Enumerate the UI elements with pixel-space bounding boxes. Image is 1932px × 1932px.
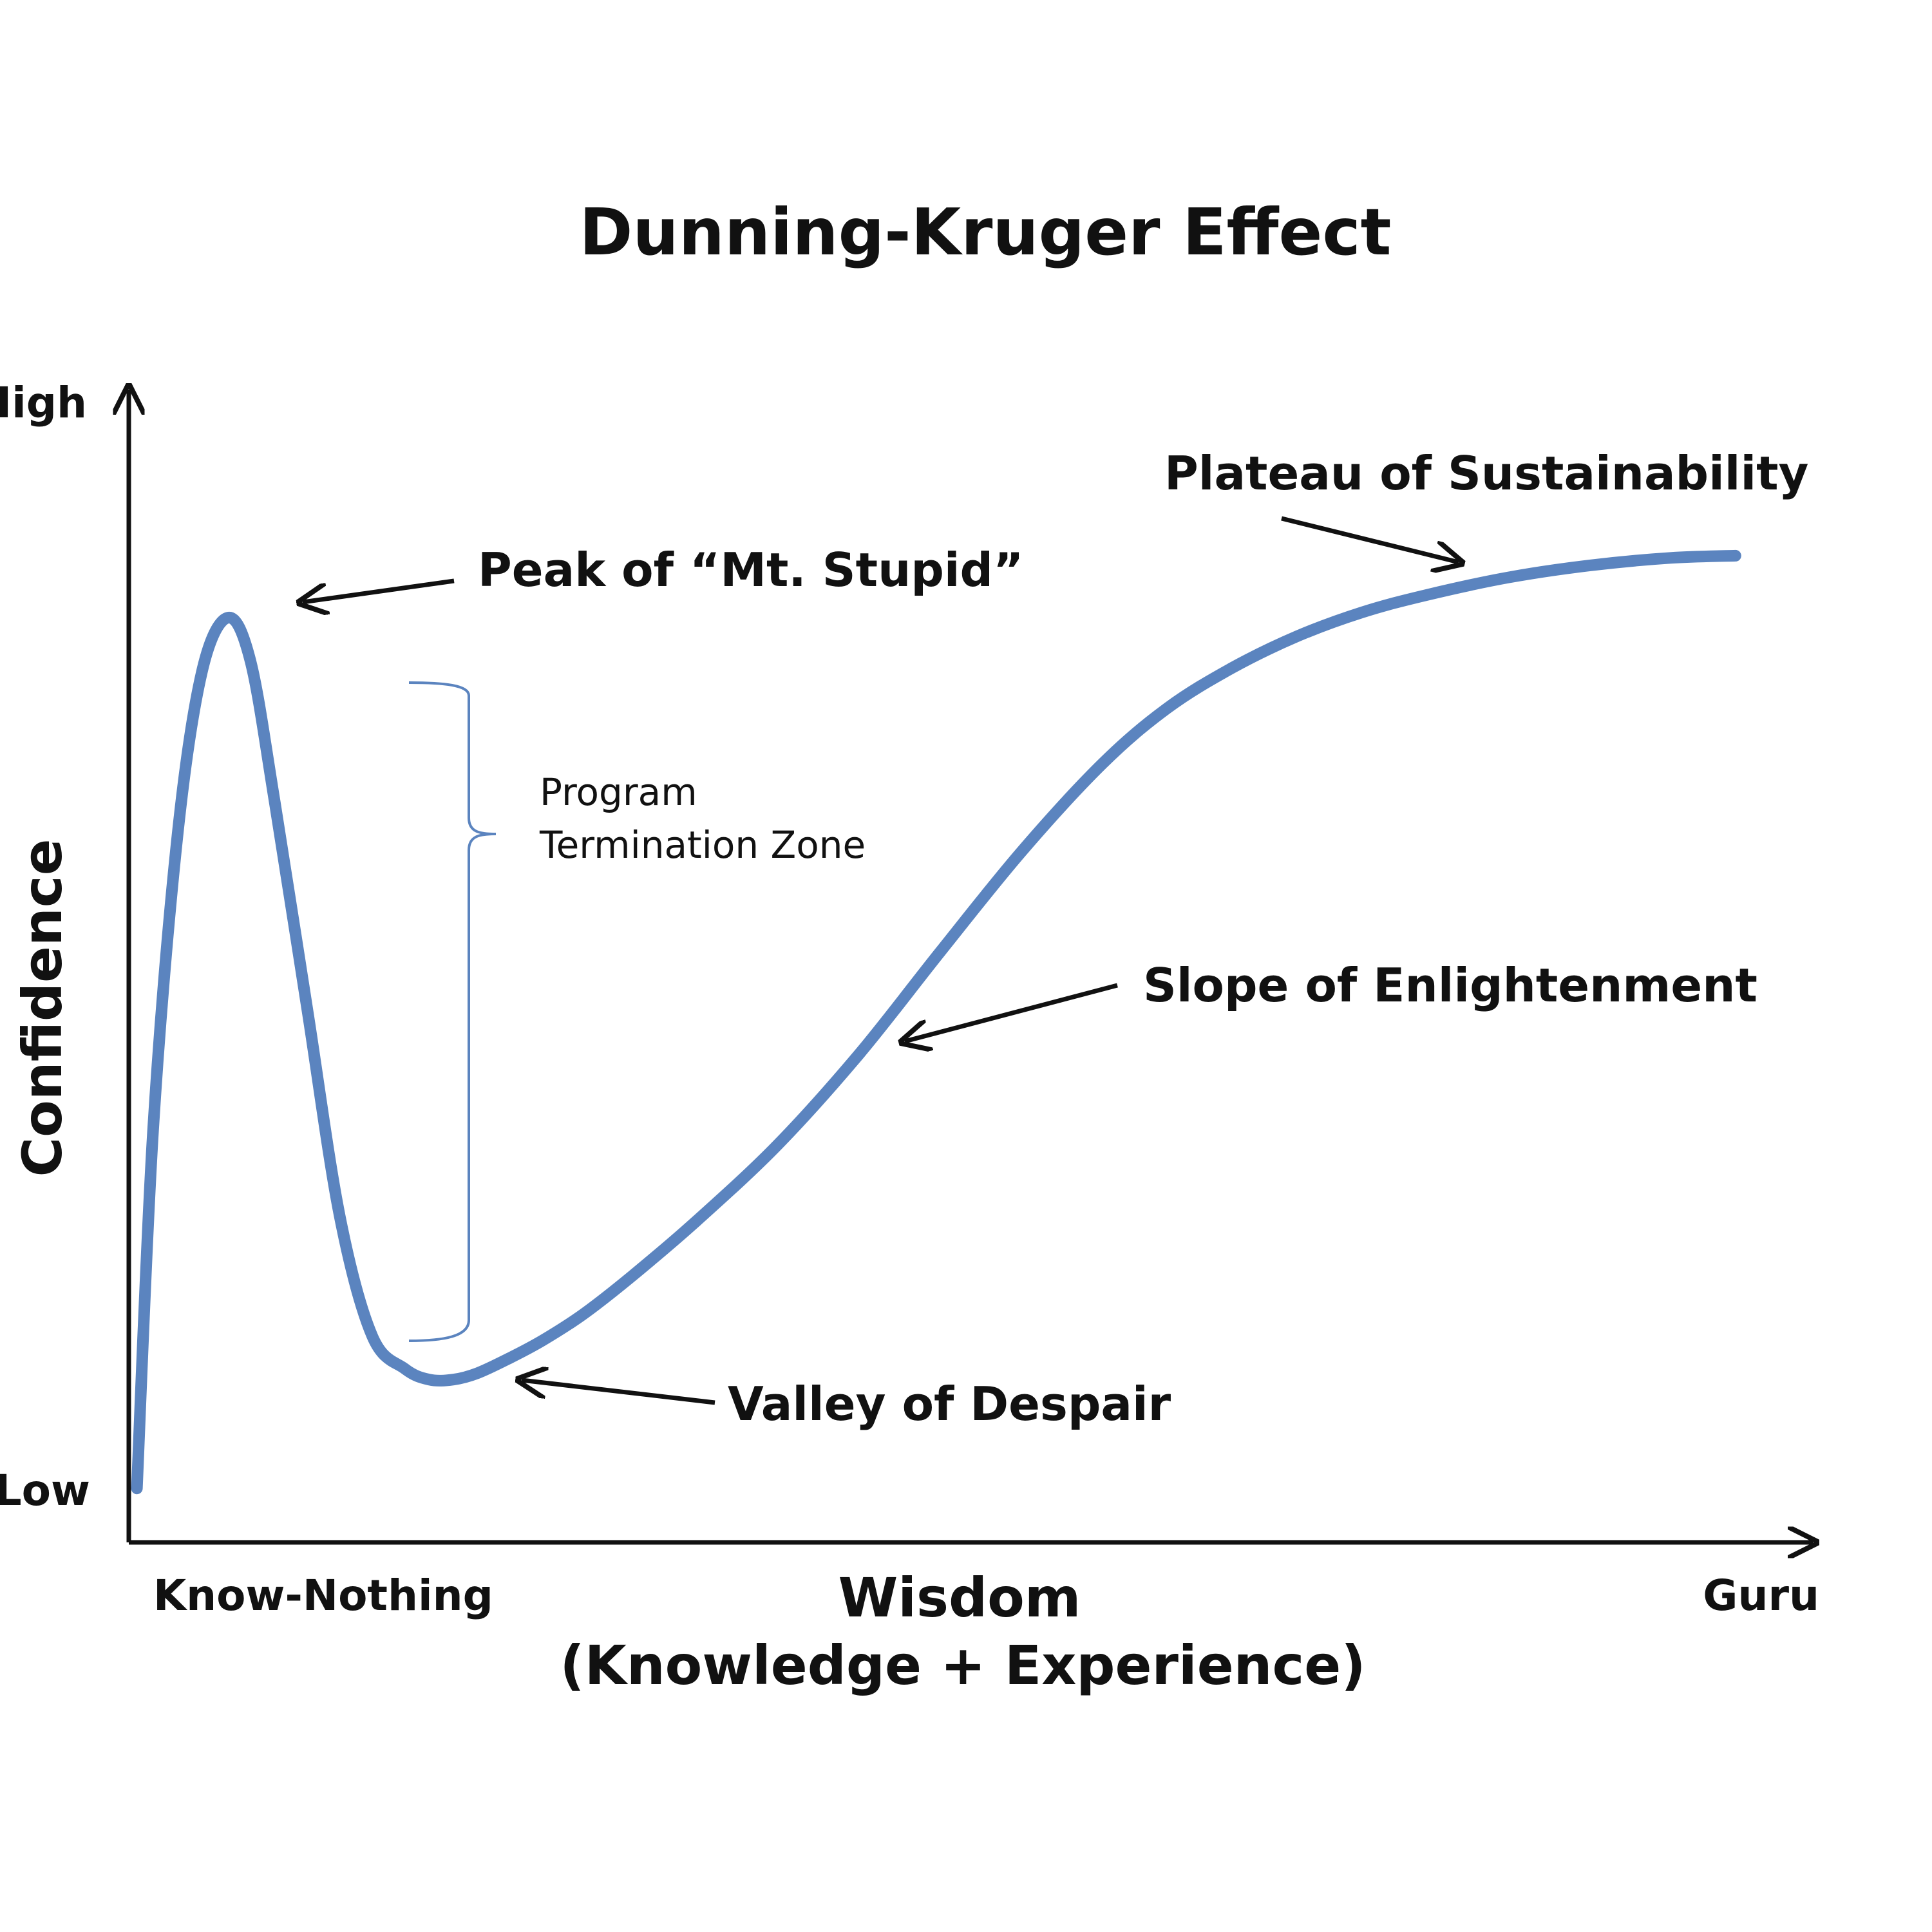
- y-tick-high: High: [0, 378, 87, 428]
- x-axis-sublabel: (Knowledge + Experience): [560, 1634, 1365, 1697]
- slope-arrow: [905, 983, 1118, 1041]
- termination-zone-label: Program: [540, 770, 697, 814]
- x-tick-know-nothing: Know-Nothing: [153, 1571, 493, 1620]
- peak-arrow: [303, 578, 455, 602]
- x-tick-guru: Guru: [1703, 1571, 1819, 1620]
- valley-arrow: [522, 1380, 715, 1405]
- plateau-label: Plateau of Sustainability: [1164, 446, 1808, 500]
- termination-zone-label: Termination Zone: [539, 823, 866, 867]
- y-tick-low: Low: [0, 1466, 90, 1515]
- plateau-arrow: [1281, 516, 1459, 562]
- x-axis-label: Wisdom: [838, 1566, 1081, 1629]
- slope-label: Slope of Enlightenment: [1143, 958, 1757, 1012]
- series-line-confidence: [131, 549, 1741, 1495]
- valley-label: Valley of Despair: [728, 1377, 1171, 1431]
- termination-zone-bracket: [408, 681, 497, 1342]
- chart-title: Dunning-Kruger Effect: [580, 194, 1392, 270]
- y-axis-label: Confidence: [11, 838, 74, 1177]
- peak-label: Peak of “Mt. Stupid”: [478, 543, 1023, 597]
